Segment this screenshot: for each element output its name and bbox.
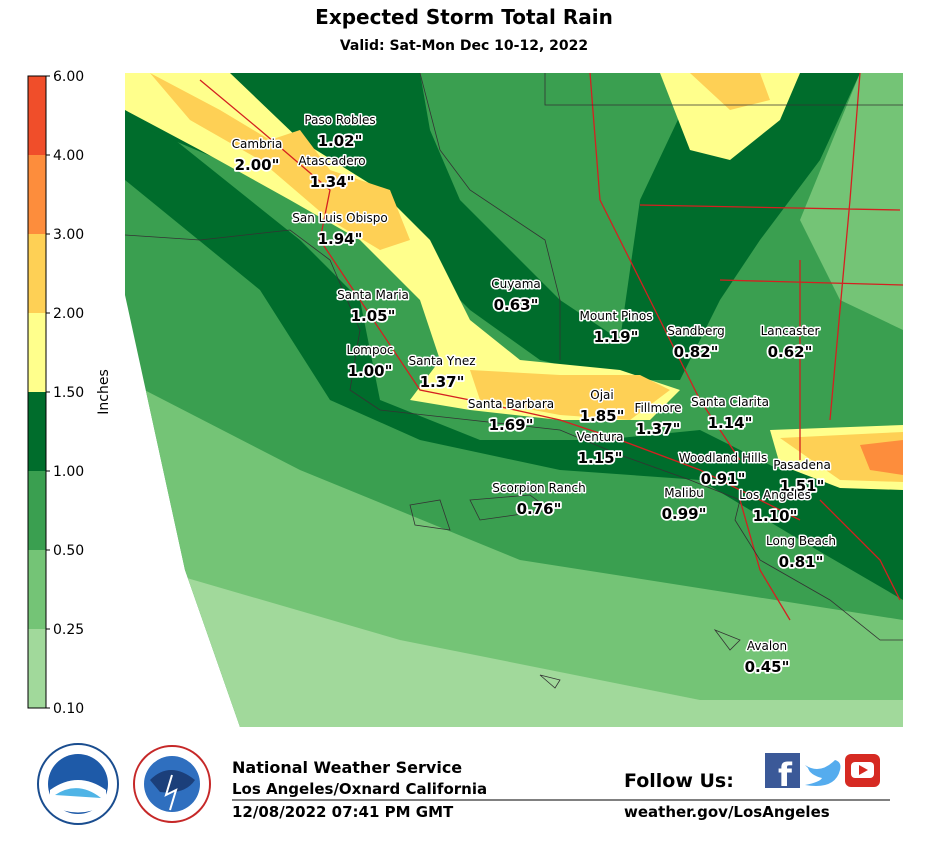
place-name: Pasadena	[773, 458, 831, 472]
legend-band	[28, 313, 46, 392]
agency-name: National Weather Service	[232, 758, 462, 777]
legend-tick-label: 0.25	[53, 622, 84, 638]
place-rain: 1.19"	[594, 328, 639, 346]
place-rain: 1.05"	[351, 307, 396, 325]
place-rain: 0.63"	[494, 296, 539, 314]
place-rain: 0.91"	[701, 470, 746, 488]
place-name: Ventura	[577, 430, 624, 444]
place-name: Lancaster	[761, 324, 820, 338]
place-name: Mount Pinos	[580, 309, 653, 323]
facebook-icon[interactable]	[765, 753, 800, 788]
place-rain: 0.62"	[768, 343, 813, 361]
title: Expected Storm Total Rain	[315, 5, 613, 29]
place-rain: 1.51"	[780, 477, 825, 495]
legend-label: Inches	[96, 369, 112, 414]
place-rain: 1.85"	[580, 407, 625, 425]
legend-tick-label: 1.50	[53, 385, 84, 401]
color-legend: Inches 0.10 0.25 0.50 1.00 1.50 2.00 3.00 4.00 6…	[27, 69, 112, 717]
place-name: Malibu	[664, 486, 704, 500]
place-rain: 1.94"	[318, 230, 363, 248]
legend-tick-label: 4.00	[53, 148, 84, 164]
place-labels: Paso Robles 1.02" Cambria 2.00" Atascadero 1.…	[230, 112, 837, 678]
place-name: Long Beach	[766, 534, 836, 548]
place-name: San Luis Obispo	[292, 211, 387, 225]
place-name: Santa Barbara	[468, 397, 554, 411]
place-name: Ojai	[590, 388, 613, 402]
follow-label: Follow Us:	[624, 770, 734, 792]
place-rain: 1.34"	[310, 173, 355, 191]
place-name: Avalon	[747, 639, 787, 653]
place-name: Santa Maria	[337, 288, 409, 302]
place-name: Scorpion Ranch	[492, 481, 585, 495]
place-rain: 2.00"	[235, 156, 280, 174]
nws-logo	[133, 745, 211, 823]
place-name: Santa Clarita	[691, 395, 769, 409]
office-name: Los Angeles/Oxnard California	[232, 780, 487, 798]
website[interactable]: weather.gov/LosAngeles	[624, 803, 830, 821]
legend-tick-label: 6.00	[53, 69, 84, 85]
legend-band	[28, 471, 46, 550]
place-name: Lompoc	[346, 343, 393, 357]
map: Paso Robles 1.02" Cambria 2.00" Atascadero 1.…	[125, 73, 903, 727]
place-rain: 0.45"	[745, 658, 790, 676]
place-rain: 0.82"	[674, 343, 719, 361]
place-rain: 0.99"	[662, 505, 707, 523]
place-rain: 1.15"	[578, 449, 623, 467]
place-rain: 1.37"	[420, 373, 465, 391]
place-name: Woodland Hills	[679, 451, 767, 465]
footer: National Weather Service Los Angeles/Oxn…	[37, 743, 890, 825]
place-name: Atascadero	[298, 154, 365, 168]
place-name: Paso Robles	[304, 113, 375, 127]
place-name: Sandberg	[667, 324, 725, 338]
place-name: Santa Ynez	[408, 354, 475, 368]
subtitle: Valid: Sat-Mon Dec 10-12, 2022	[340, 38, 588, 54]
place-rain: 1.69"	[489, 416, 534, 434]
legend-tick-label: 1.00	[53, 464, 84, 480]
place-rain: 0.76"	[517, 500, 562, 518]
legend-band	[28, 550, 46, 629]
legend-tick-label: 3.00	[53, 227, 84, 243]
place-rain: 1.14"	[708, 414, 753, 432]
place-rain: 1.00"	[348, 362, 393, 380]
place-rain: 1.37"	[636, 420, 681, 438]
timestamp: 12/08/2022 07:41 PM GMT	[232, 803, 454, 821]
legend-tick-label: 0.50	[53, 543, 84, 559]
noaa-logo	[37, 743, 119, 825]
legend-band	[28, 76, 46, 155]
legend-tick-label: 2.00	[53, 306, 84, 322]
facebook-glyph: f	[778, 756, 793, 794]
legend-band	[28, 155, 46, 234]
place-name: Cuyama	[491, 277, 540, 291]
place-rain: 1.02"	[318, 132, 363, 150]
legend-band	[28, 392, 46, 471]
place-rain: 0.81"	[779, 553, 824, 571]
twitter-icon[interactable]	[805, 760, 841, 786]
legend-band	[28, 234, 46, 313]
place-name: Cambria	[232, 137, 283, 151]
place-rain: 1.10"	[753, 507, 798, 525]
legend-tick-label: 0.10	[53, 701, 84, 717]
place-name: Los Angeles	[739, 488, 811, 502]
place-name: Fillmore	[634, 401, 681, 415]
legend-band	[28, 629, 46, 708]
